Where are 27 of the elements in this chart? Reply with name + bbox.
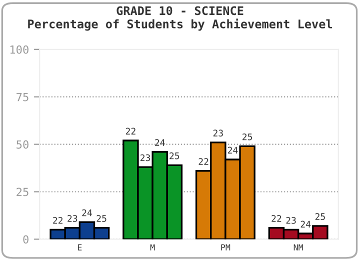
- text: 22: [272, 215, 282, 222]
- x-tick-label: M: [150, 244, 155, 250]
- chart-subtitle: Percentage of Students by Achievement Level: [28, 18, 332, 31]
- series-label: 23: [68, 215, 78, 222]
- y-tick-label: 0: [23, 235, 28, 244]
- text: 25: [170, 152, 180, 160]
- series-label: 24: [155, 139, 165, 146]
- text: 23: [140, 154, 150, 162]
- x-tick-label: NM: [294, 244, 303, 250]
- text: 25: [315, 213, 325, 220]
- x-tick-label: PM: [221, 244, 230, 250]
- chart-title: GRADE 10 - SCIENCE: [116, 6, 244, 16]
- y-tick-label: 50: [16, 140, 28, 149]
- x-tick-label: E: [78, 244, 82, 250]
- series-label: 22: [198, 158, 208, 165]
- text: 24: [82, 209, 92, 216]
- text: 24: [300, 220, 311, 228]
- y-tick-label: 25: [16, 188, 28, 196]
- text: 24: [228, 146, 238, 154]
- y-tick-label: 75: [16, 93, 28, 102]
- series-label: 25: [96, 215, 106, 222]
- text: 22: [53, 216, 62, 224]
- text: 25: [242, 133, 252, 140]
- text: 22: [126, 128, 136, 134]
- text: 23: [286, 216, 296, 224]
- y-tick-label: 100: [10, 45, 28, 54]
- text: 23: [213, 130, 223, 136]
